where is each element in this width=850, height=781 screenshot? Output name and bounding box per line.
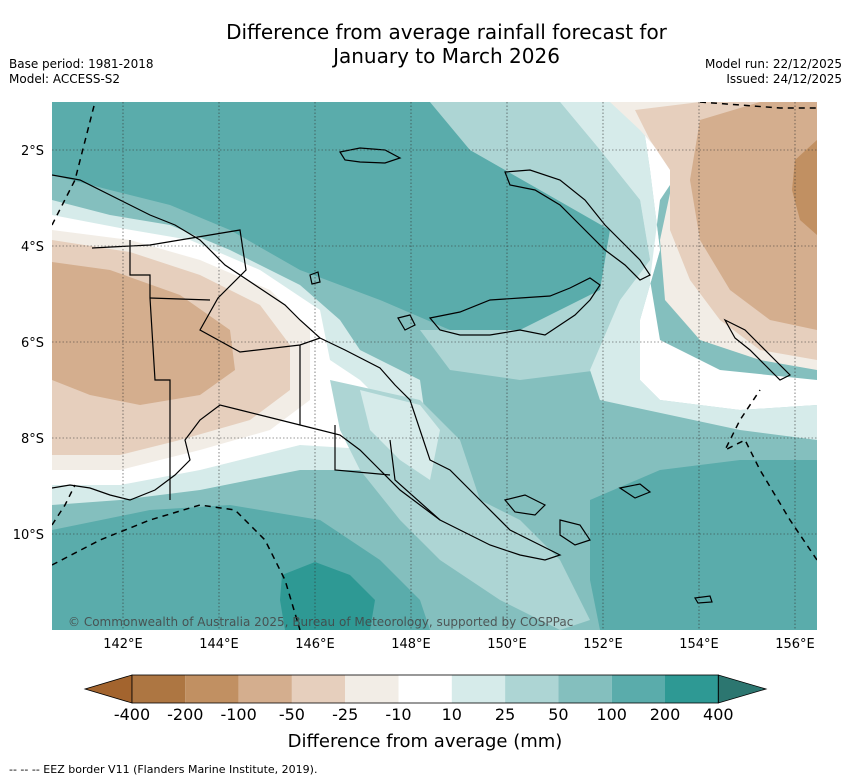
colorbar-tick-label: -400 <box>113 705 151 724</box>
dentrecasteaux-coast <box>503 494 591 546</box>
north-light-band <box>420 102 650 380</box>
lat-label: 6°S <box>21 336 44 351</box>
lon-label: 150°E <box>487 637 527 652</box>
meta-right: Model run: 22/12/2025 Issued: 24/12/2025 <box>705 57 842 87</box>
woodlark-coast <box>618 483 652 499</box>
colorbar-segment <box>238 675 292 703</box>
colorbar-tick-label: 10 <box>441 705 462 724</box>
colorbar-tick-label: 50 <box>548 705 569 724</box>
central-south-pale2 <box>360 390 440 480</box>
colorbar-under-arrow <box>83 674 133 704</box>
colorbar-segment <box>505 675 559 703</box>
colorbar-over-arrow <box>717 674 768 704</box>
colorbar-segment <box>398 675 452 703</box>
lon-label: 156°E <box>775 637 815 652</box>
lat-label: 8°S <box>21 432 44 447</box>
southeast-teal <box>590 460 817 630</box>
new-guinea-coast <box>52 174 562 561</box>
eez-west-lower <box>52 484 76 526</box>
chart-title: Difference from average rainfall forecas… <box>0 20 850 68</box>
colorbar-outline <box>131 674 719 704</box>
lon-label: 148°E <box>391 637 431 652</box>
coastlines <box>52 147 792 604</box>
model-name: Model: ACCESS-S2 <box>9 72 121 86</box>
borders <box>91 229 441 521</box>
lon-label: 142°E <box>103 637 143 652</box>
colorbar-ticks: -400 -200 -100 -50 -25 -10 10 25 50 100 200 400 <box>0 705 850 725</box>
bougainville-coast <box>723 318 792 381</box>
northeast-brown-strong <box>690 102 817 330</box>
colorbar-tick-label: -100 <box>220 705 257 724</box>
southwest-teal-dark <box>280 562 375 630</box>
footer-eez-note: -- -- -- EEZ border V11 (Flanders Marine… <box>9 763 318 776</box>
issued-date: Issued: 24/12/2025 <box>726 72 842 86</box>
karkar-coast <box>309 271 321 285</box>
eez-southwest <box>52 504 301 630</box>
colorbar-tick-label: -25 <box>332 705 359 724</box>
colorbar-segment <box>291 675 346 703</box>
watermark: © Commonwealth of Australia 2025, Bureau… <box>68 615 573 629</box>
eez-northeast <box>699 102 817 109</box>
lat-label: 2°S <box>21 144 44 159</box>
north-teal-band <box>52 102 610 330</box>
colorbar-label: Difference from average (mm) <box>287 731 563 752</box>
colorbar-segment <box>665 675 719 703</box>
lon-label: 146°E <box>295 637 335 652</box>
colorbar-tick-label: -50 <box>278 705 305 724</box>
northeast-neutral <box>580 102 817 410</box>
colorbar-segment <box>185 675 239 703</box>
northeast-brown-core <box>792 140 817 235</box>
colorbar-tick-label: 25 <box>494 705 516 724</box>
province-lines <box>91 229 441 521</box>
colorbar-segment <box>132 675 186 703</box>
colorbar-tick-label: -10 <box>385 705 412 724</box>
eez-southeast <box>723 389 817 561</box>
lon-label: 144°E <box>199 637 239 652</box>
colorbar-tick-label: 200 <box>649 705 681 724</box>
new-ireland-coast <box>504 169 651 281</box>
meta-left: Base period: 1981-2018 Model: ACCESS-S2 <box>9 57 154 87</box>
colorbar <box>83 674 768 704</box>
colorbar-segment <box>611 675 665 703</box>
lat-label: 4°S <box>21 240 44 255</box>
eez-north <box>52 102 96 226</box>
lon-label: 154°E <box>679 637 719 652</box>
west-brown-strong <box>52 262 235 405</box>
rossel-coast <box>694 595 713 604</box>
colorbar-tick-label: -200 <box>167 705 204 724</box>
long-island-coast <box>397 314 416 331</box>
colorbar-segment <box>345 675 399 703</box>
colorbar-segment <box>451 675 506 703</box>
graticule <box>52 102 817 630</box>
northeast-pale <box>560 102 817 440</box>
base-period: Base period: 1981-2018 <box>9 57 154 71</box>
title-line-1: Difference from average rainfall forecas… <box>226 20 667 44</box>
longitude-labels: 142°E 144°E 146°E 148°E 150°E 152°E 154°E 156°E <box>103 637 815 652</box>
colorbar-tick-label: 400 <box>703 705 734 724</box>
colorbar-segment <box>558 675 612 703</box>
map-plot-area: © Commonwealth of Australia 2025, Bureau… <box>52 102 817 630</box>
colorbar-tick-label: 100 <box>596 705 627 724</box>
latitude-labels: 2°S 4°S 6°S 8°S 10°S <box>13 144 44 543</box>
title-line-2: January to March 2026 <box>333 44 560 68</box>
model-run: Model run: 22/12/2025 <box>704 57 842 71</box>
new-britain-coast <box>428 277 601 336</box>
lat-label: 10°S <box>13 528 44 543</box>
lon-label: 152°E <box>583 637 623 652</box>
eez-border <box>52 102 817 630</box>
manus-coast <box>339 147 402 164</box>
